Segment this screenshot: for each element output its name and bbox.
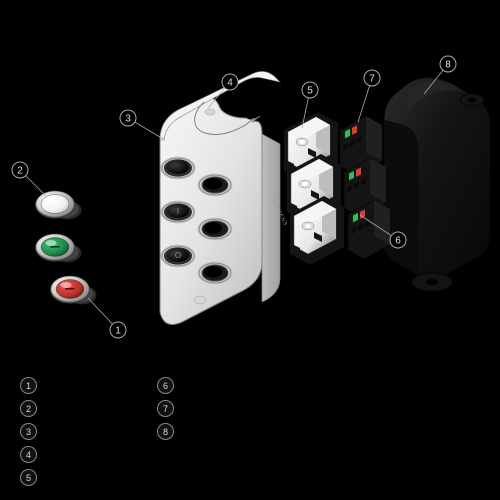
legend-item: 2 (20, 400, 37, 417)
callout-number: 3 (125, 114, 131, 125)
enclosure-front: IOSIEMENS (160, 71, 289, 329)
legend-bubble: 7 (157, 400, 174, 417)
black-pushbutton (167, 160, 189, 174)
callout-number: 8 (445, 60, 451, 71)
callout-number: 4 (227, 78, 233, 89)
callout-number: 2 (17, 166, 23, 177)
legend-item: 6 (157, 377, 174, 394)
legend-item: 8 (157, 423, 174, 440)
legend-bubble: 2 (20, 400, 37, 417)
callout-number: 1 (115, 326, 121, 337)
callout-number: 6 (395, 236, 401, 247)
callout-number: 5 (307, 86, 313, 97)
terminal-strip (340, 116, 390, 259)
legend-bubble: 1 (20, 377, 37, 394)
callout-number: 7 (369, 74, 375, 85)
svg-text:O: O (175, 251, 181, 260)
legend-bubble: 3 (20, 423, 37, 440)
legend-item: 5 (20, 469, 37, 486)
legend-bubble: 4 (20, 446, 37, 463)
legend-bubble: 8 (157, 423, 174, 440)
contact-blocks (284, 112, 344, 265)
legend-column: 1 2 3 4 5 (20, 377, 37, 486)
enclosure-back (384, 78, 490, 292)
legend-item: 1 (20, 377, 37, 394)
white-pushbutton (41, 194, 69, 213)
legend-item: 7 (157, 400, 174, 417)
legend-item: 3 (20, 423, 37, 440)
legend-item: 4 (20, 446, 37, 463)
pushbuttons (35, 191, 96, 304)
legend-bubble: 5 (20, 469, 37, 486)
legend-column: 6 7 8 (157, 377, 174, 486)
legend: 1 2 3 4 5 6 7 8 (20, 377, 174, 486)
legend-bubble: 6 (157, 377, 174, 394)
svg-text:I: I (177, 207, 179, 216)
